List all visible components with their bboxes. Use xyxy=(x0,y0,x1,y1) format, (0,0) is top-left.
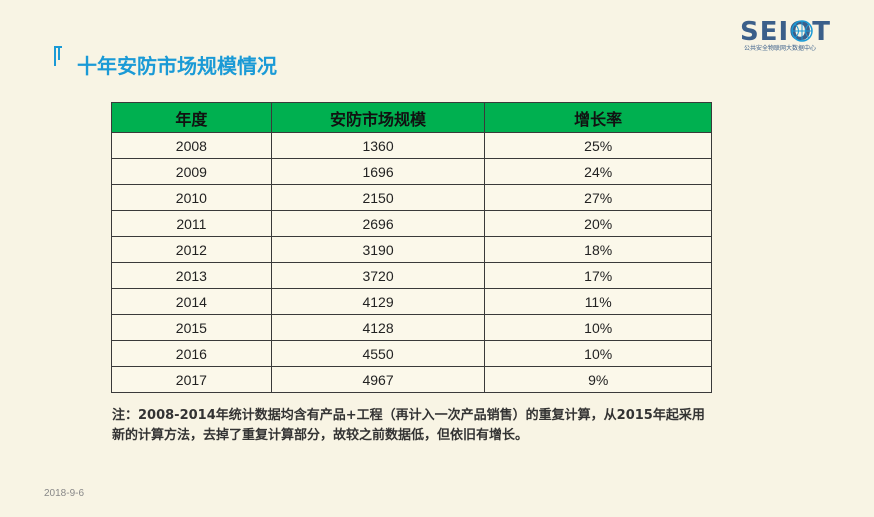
cell-market-size: 1696 xyxy=(270,158,486,185)
cell-growth-rate: 18% xyxy=(484,236,712,263)
cell-market-size: 4550 xyxy=(270,340,486,367)
cell-market-size: 2696 xyxy=(270,210,486,237)
table-row: 2016 4550 10% xyxy=(111,340,712,367)
cell-growth-rate: 27% xyxy=(484,184,712,211)
cell-market-size: 4128 xyxy=(270,314,486,341)
cell-growth-rate: 17% xyxy=(484,262,712,289)
cell-growth-rate: 9% xyxy=(484,366,712,393)
table-header-row: 年度 安防市场规模 增长率 xyxy=(111,102,712,133)
cell-market-size: 2150 xyxy=(270,184,486,211)
logo-subtitle: 公共安全物联网大数据中心 xyxy=(744,45,817,52)
title-bracket-icon xyxy=(54,46,62,66)
table-row: 2008 1360 25% xyxy=(111,132,712,159)
table-row: 2010 2150 27% xyxy=(111,184,712,211)
cell-growth-rate: 25% xyxy=(484,132,712,159)
table-row: 2012 3190 18% xyxy=(111,236,712,263)
cell-market-size: 3720 xyxy=(270,262,486,289)
cell-year: 2015 xyxy=(111,314,272,341)
market-size-table: 年度 安防市场规模 增长率 2008 1360 25% 2009 1696 24… xyxy=(111,102,712,393)
header-growth-rate: 增长率 xyxy=(484,102,712,133)
cell-growth-rate: 10% xyxy=(484,340,712,367)
cell-growth-rate: 11% xyxy=(484,288,712,315)
cell-year: 2012 xyxy=(111,236,272,263)
table-row: 2011 2696 20% xyxy=(111,210,712,237)
cell-year: 2016 xyxy=(111,340,272,367)
page-title: 十年安防市场规模情况 xyxy=(77,54,277,78)
table-row: 2017 4967 9% xyxy=(111,366,712,393)
cell-year: 2011 xyxy=(111,210,272,237)
cell-growth-rate: 10% xyxy=(484,314,712,341)
table-row: 2015 4128 10% xyxy=(111,314,712,341)
cell-growth-rate: 20% xyxy=(484,210,712,237)
header-market-size: 安防市场规模 xyxy=(270,102,486,133)
cell-market-size: 4967 xyxy=(270,366,486,393)
cell-market-size: 3190 xyxy=(270,236,486,263)
cell-year: 2014 xyxy=(111,288,272,315)
seiot-logo: SEIOT xyxy=(740,17,831,47)
cell-growth-rate: 24% xyxy=(484,158,712,185)
cell-market-size: 4129 xyxy=(270,288,486,315)
footnote: 注：2008-2014年统计数据均含有产品+工程（再计入一次产品销售）的重复计算… xyxy=(112,408,705,443)
slide-date: 2018-9-6 xyxy=(44,488,85,499)
table-row: 2009 1696 24% xyxy=(111,158,712,185)
table-row: 2014 4129 11% xyxy=(111,288,712,315)
table-row: 2013 3720 17% xyxy=(111,262,712,289)
header-year: 年度 xyxy=(111,102,272,133)
cell-market-size: 1360 xyxy=(270,132,486,159)
cell-year: 2013 xyxy=(111,262,272,289)
cell-year: 2008 xyxy=(111,132,272,159)
cell-year: 2009 xyxy=(111,158,272,185)
cell-year: 2017 xyxy=(111,366,272,393)
cell-year: 2010 xyxy=(111,184,272,211)
logo-text: SEIOT xyxy=(740,17,831,47)
